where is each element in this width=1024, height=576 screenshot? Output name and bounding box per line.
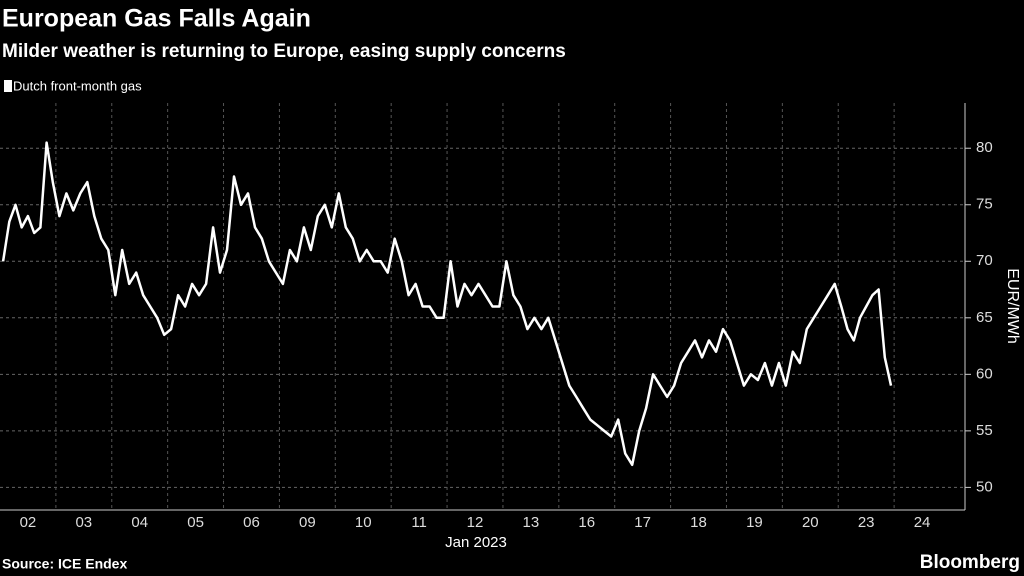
x-tick-label: 05	[187, 514, 204, 531]
y-tick-label: 50	[976, 478, 993, 495]
legend-swatch	[4, 80, 12, 92]
y-tick-label: 60	[976, 365, 993, 382]
x-tick-label: 12	[467, 514, 484, 531]
x-tick-label: 17	[634, 514, 651, 531]
y-tick-label: 70	[976, 252, 993, 269]
x-tick-label: 09	[299, 514, 316, 531]
chart-subtitle: Milder weather is returning to Europe, e…	[2, 41, 566, 62]
chart-title: European Gas Falls Again	[2, 5, 311, 33]
x-tick-label: 16	[578, 514, 595, 531]
x-tick-label: 18	[690, 514, 707, 531]
x-tick-label: 04	[131, 514, 148, 531]
x-tick-label: 11	[411, 514, 427, 531]
x-tick-label: 23	[858, 514, 875, 531]
price-line	[1, 141, 893, 467]
x-tick-label: 06	[243, 514, 260, 531]
x-tick-label: 03	[75, 514, 92, 531]
x-tick-label: 20	[802, 514, 819, 531]
source: Source: ICE Endex	[2, 556, 127, 572]
x-axis-label: Jan 2023	[445, 534, 507, 551]
legend-label: Dutch front-month gas	[13, 78, 142, 93]
y-tick-label: 55	[976, 422, 993, 439]
x-tick-label: 24	[914, 514, 931, 531]
x-tick-label: 10	[355, 514, 372, 531]
x-tick-label: 19	[746, 514, 763, 531]
x-tick-label: 13	[523, 514, 540, 531]
brand: Bloomberg	[920, 552, 1020, 573]
y-axis-label: EUR/MWh	[1004, 268, 1021, 344]
y-tick-label: 65	[976, 309, 993, 326]
x-tick-label: 02	[20, 514, 37, 531]
y-tick-label: 80	[976, 139, 993, 156]
y-tick-label: 75	[976, 196, 993, 213]
